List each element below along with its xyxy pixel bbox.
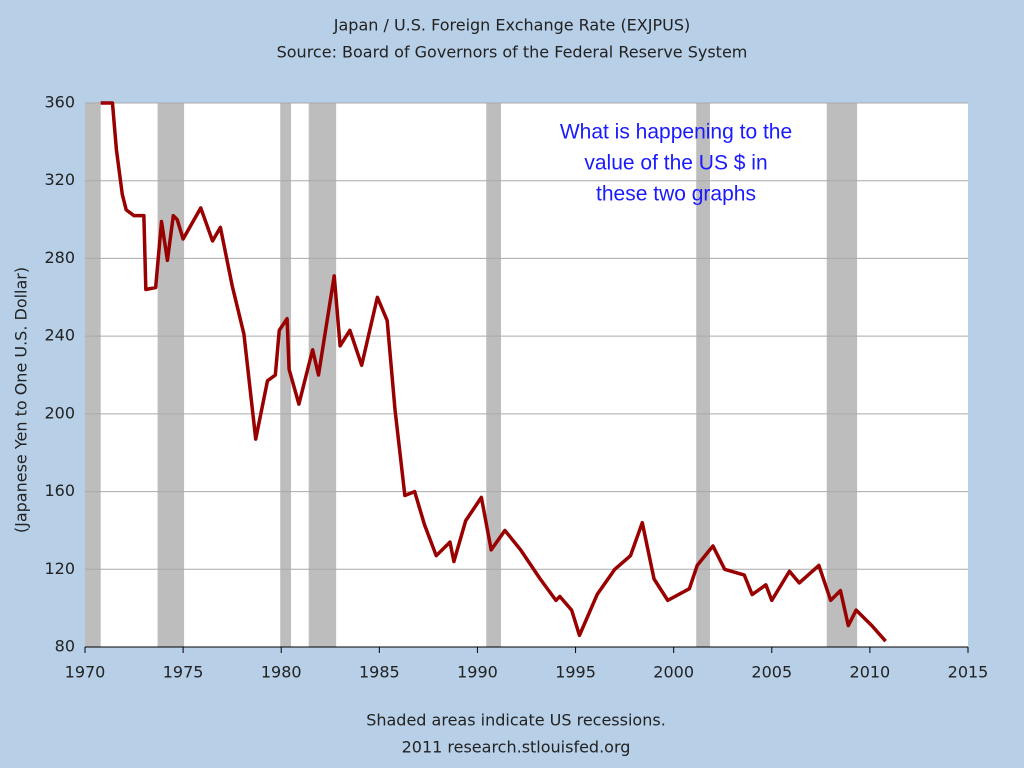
recession-band [696,103,710,647]
recession-band [85,103,101,647]
recession-band [280,103,292,647]
y-tick-label: 160 [44,481,75,500]
x-tick-label: 1995 [555,663,596,682]
x-tick-label: 1985 [359,663,400,682]
annotation: value of the US $ in [584,152,767,175]
x-tick-label: 2015 [948,663,989,682]
y-tick-label: 320 [44,170,75,189]
x-tick-label: 1975 [163,663,204,682]
recession-band [826,103,858,647]
x-tick-label: 1990 [457,663,498,682]
chart-subtitle: Source: Board of Governors of the Federa… [277,43,748,62]
y-tick-label: 360 [44,93,75,112]
annotation: these two graphs [596,183,756,206]
y-tick-label: 200 [44,403,75,422]
x-tick-label: 1970 [65,663,106,682]
x-tick-label: 1980 [261,663,302,682]
recession-band [157,103,185,647]
x-tick-label: 2000 [653,663,694,682]
x-tick-label: 2005 [751,663,792,682]
y-tick-label: 240 [44,326,75,345]
chart-title: Japan / U.S. Foreign Exchange Rate (EXJP… [333,16,690,35]
recession-band [486,103,501,647]
x-tick-label: 2010 [850,663,891,682]
y-tick-label: 80 [55,637,75,656]
series-line [100,101,887,643]
recession-band [308,103,337,647]
y-tick-label: 280 [44,248,75,267]
annotation: What is happening to the [560,121,792,144]
footer: Shaded areas indicate US recessions. [366,711,666,730]
y-tick-label: 120 [44,559,75,578]
footer: 2011 research.stlouisfed.org [402,738,631,757]
y-axis-label: (Japanese Yen to One U.S. Dollar) [12,267,31,533]
